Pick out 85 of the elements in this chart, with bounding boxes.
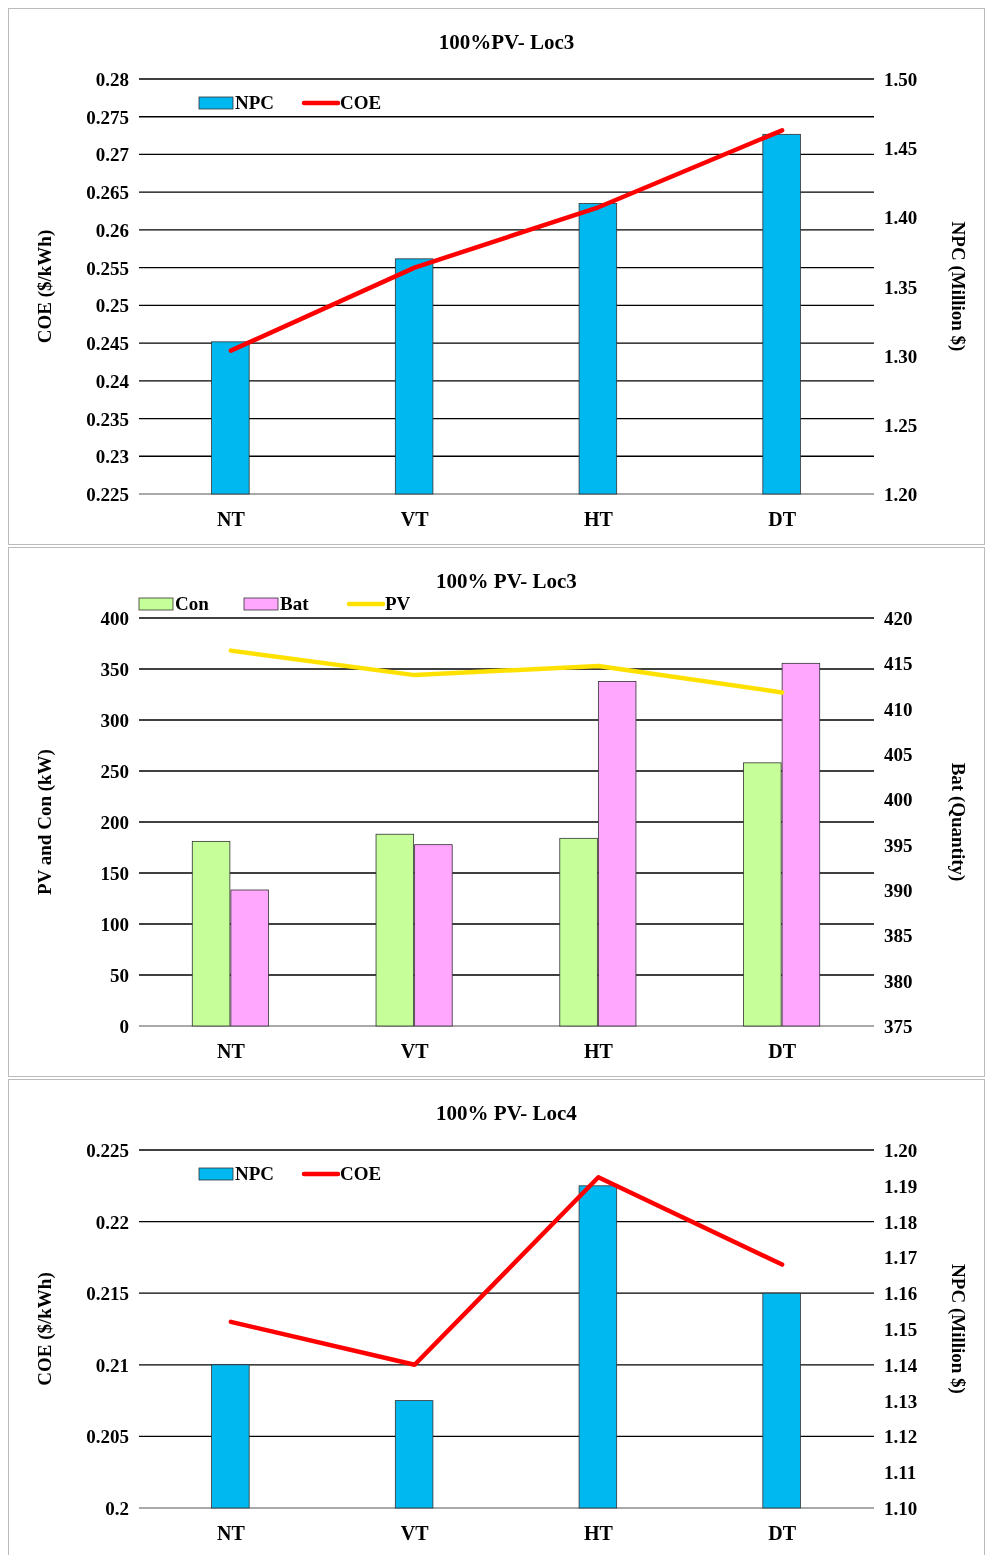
y2-tick-label: 1.11 [884,1462,917,1484]
y-tick-label: 0.255 [86,257,129,279]
legend-label: NPC [235,1163,275,1184]
y-tick-label: 200 [100,812,129,833]
line-series [228,128,785,353]
y2-tick-label: 1.18 [884,1211,918,1233]
legend-label: COE [340,92,382,113]
y-tick-label: 350 [100,659,129,680]
y2-tick-label: 1.30 [884,345,918,367]
x-tick-label: DT [768,1522,797,1544]
y-tick-label: 300 [100,710,129,731]
y-tick-label: 0.23 [95,446,129,468]
legend-label: COE [340,1163,382,1184]
x-tick-label: VT [400,1040,430,1062]
y-tick-label: 0.21 [95,1354,129,1376]
y-tick-label: 400 [100,608,129,629]
y2-tick-label: 420 [884,608,913,629]
y-tick-label: 0.225 [86,484,129,505]
y-tick-label: 0.235 [86,408,129,430]
x-tick-label: HT [583,508,614,530]
legend-label: NPC [235,92,275,113]
x-tick-label: VT [400,1522,430,1544]
y2-tick-label: 1.40 [884,207,918,229]
y-axis-title: PV and Con (kW) [34,749,56,895]
y2-tick-label: 1.35 [884,276,918,298]
x-tick-label: HT [583,1040,614,1062]
y2-axis-title: NPC (Million $) [947,1264,969,1394]
y2-tick-label: 1.20 [884,484,918,505]
x-tick-label: NT [216,1522,246,1544]
y2-tick-label: 1.10 [884,1498,918,1519]
y-tick-label: 0.27 [95,144,130,166]
chart-title: 100% PV- Loc4 [436,1101,578,1125]
y2-tick-label: 1.20 [884,1140,918,1161]
y2-tick-label: 385 [884,925,913,947]
y2-tick-label: 1.17 [884,1247,918,1269]
x-tick-label: HT [583,1522,614,1544]
y2-tick-label: 1.15 [884,1319,918,1340]
y2-tick-label: 1.14 [884,1354,918,1376]
y-tick-label: 0.22 [95,1211,129,1233]
legend-label: Bat [280,593,310,614]
y2-tick-label: 1.13 [884,1390,918,1412]
legend-label: PV [385,593,411,614]
y-tick-label: 0.24 [95,370,130,392]
legend-label: Con [175,593,210,614]
y-tick-label: 0.265 [86,182,129,204]
y-tick-label: 0.275 [86,106,129,128]
y2-axis-title: Bat (Quantity) [947,762,969,882]
x-tick-label: DT [768,1040,797,1062]
x-tick-label: DT [768,508,797,530]
y-tick-label: 0 [119,1016,129,1037]
y-axis-title: COE ($/kWh) [34,1272,56,1386]
x-tick-label: NT [216,1040,246,1062]
y-tick-label: 0.245 [86,333,129,355]
line-series [228,648,785,695]
y-tick-label: 50 [110,965,129,986]
y2-tick-label: 1.16 [884,1283,918,1305]
y2-axis-title: NPC (Million $) [947,221,969,352]
y2-tick-label: 380 [884,970,913,992]
y2-tick-label: 1.45 [884,138,918,160]
x-tick-label: VT [400,508,430,530]
y-tick-label: 0.205 [86,1426,129,1448]
y-tick-label: 0.25 [95,295,129,317]
y-axis-title: COE ($/kWh) [34,229,56,344]
y2-tick-label: 395 [884,834,913,856]
y-tick-label: 0.2 [105,1498,129,1519]
y-tick-label: 0.28 [95,69,129,90]
y2-tick-label: 405 [884,744,913,765]
chart-title: 100%PV- Loc3 [438,30,575,54]
y-tick-label: 150 [100,863,129,884]
y2-tick-label: 400 [884,789,913,811]
x-tick-label: NT [216,508,246,530]
y-tick-label: 0.26 [95,219,129,241]
y2-tick-label: 1.25 [884,414,918,436]
y2-tick-label: 1.12 [884,1426,918,1448]
y2-tick-label: 415 [884,653,913,675]
y2-tick-label: 390 [884,880,913,901]
y2-tick-label: 410 [884,698,913,720]
y-tick-label: 100 [100,914,129,935]
y-tick-label: 250 [100,761,129,782]
chart-title: 100% PV- Loc3 [436,569,577,593]
y2-tick-label: 375 [884,1016,913,1037]
y-tick-label: 0.215 [86,1283,129,1305]
y2-tick-label: 1.50 [884,69,918,90]
y-tick-label: 0.225 [86,1140,129,1161]
y2-tick-label: 1.19 [884,1175,918,1197]
